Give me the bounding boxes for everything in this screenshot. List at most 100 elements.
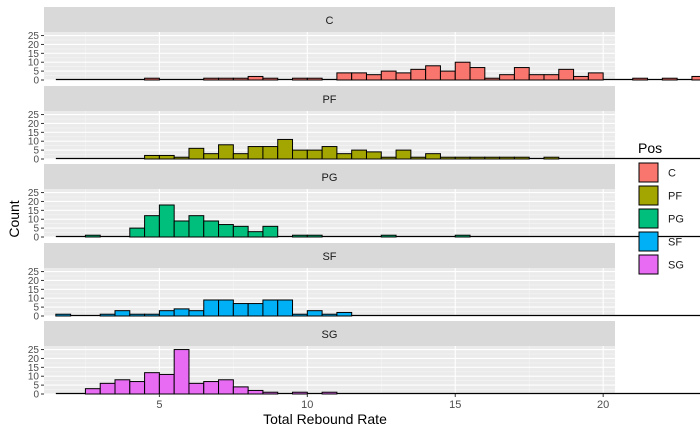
strip-label: C (326, 15, 334, 27)
histogram-bar (203, 220, 220, 238)
histogram-bar (380, 234, 397, 238)
histogram-bar (144, 215, 160, 238)
strip (44, 86, 615, 111)
histogram-bar (262, 391, 279, 395)
histogram-bar (188, 310, 205, 317)
legend-key-sg (638, 254, 659, 275)
histogram-bar (543, 74, 560, 81)
histogram-bar (292, 149, 308, 160)
histogram-bar (351, 149, 367, 160)
histogram-bar (114, 310, 131, 317)
histogram-bar (203, 77, 220, 81)
y-tick-label: 25 (28, 31, 40, 42)
histogram-bar (188, 215, 205, 238)
panels: C0510152025PF0510152025PG0510152025SF051… (28, 7, 700, 401)
strip-label: PF (322, 94, 336, 106)
histogram-bar (410, 156, 427, 160)
histogram-bar (365, 151, 382, 160)
histogram-bar (218, 224, 234, 238)
histogram-bar (454, 156, 471, 160)
y-tick-label: 15 (28, 128, 40, 139)
histogram-bar (203, 153, 220, 160)
y-tick-label: 15 (28, 363, 40, 374)
histogram-bar (336, 153, 353, 160)
histogram-bar (99, 382, 116, 395)
y-tick-label: 20 (28, 354, 40, 365)
histogram-bar (380, 156, 397, 160)
legend-label-sf: SF (668, 237, 682, 249)
strip-label: SF (322, 251, 336, 263)
histogram-bar (292, 313, 308, 317)
x-axis-title: Total Rebound Rate (263, 411, 387, 427)
histogram-bar (395, 72, 412, 81)
histogram-bar (114, 379, 131, 395)
y-tick-label: 5 (33, 381, 39, 392)
histogram-bar (84, 234, 101, 238)
histogram-bar (144, 372, 160, 395)
histogram-bar (232, 77, 249, 81)
histogram-bar (499, 156, 515, 160)
histogram-bar (425, 65, 441, 81)
histogram-bar (188, 147, 205, 160)
histogram-bar (336, 72, 353, 81)
y-tick-label: 15 (28, 285, 40, 296)
histogram-bar (573, 75, 589, 81)
legend-key-pf (638, 185, 659, 206)
x-axis: 5 10 15 20 (156, 394, 609, 411)
x-tick-label: 10 (301, 399, 313, 411)
histogram-bar (173, 220, 190, 238)
y-tick-label: 15 (28, 49, 40, 60)
histogram-bar (144, 154, 160, 160)
histogram-bar (232, 303, 249, 317)
histogram-bar (439, 156, 456, 160)
y-tick-label: 20 (28, 119, 40, 130)
histogram-bar (292, 391, 308, 395)
histogram-bar (262, 146, 279, 160)
histogram-bar (543, 156, 560, 160)
histogram-bar (188, 382, 205, 395)
histogram-bar (218, 299, 234, 317)
histogram-bar (321, 146, 338, 160)
histogram-bar (55, 313, 72, 317)
y-tick-label: 0 (33, 390, 39, 401)
y-tick-label: 5 (33, 303, 39, 314)
histogram-bar (158, 373, 175, 395)
histogram-bar (218, 379, 234, 395)
histogram-bar (558, 68, 575, 81)
histogram-bar (232, 386, 249, 395)
y-tick-label: 5 (33, 67, 39, 78)
histogram-bar (306, 310, 323, 317)
y-tick-label: 25 (28, 110, 40, 121)
histogram-bar (380, 70, 397, 81)
histogram-bar (469, 67, 486, 81)
histogram-bar (218, 77, 234, 81)
y-tick-label: 20 (28, 197, 40, 208)
histogram-bar (439, 70, 456, 81)
y-tick-label: 10 (28, 137, 40, 148)
histogram-bar (469, 156, 486, 160)
y-tick-label: 25 (28, 267, 40, 278)
legend: Pos C PF PG SF SG (638, 140, 684, 275)
y-tick-label: 25 (28, 188, 40, 199)
strip (44, 321, 615, 346)
histogram-bar (247, 303, 264, 317)
histogram-bar (203, 381, 220, 395)
y-tick-label: 10 (28, 215, 40, 226)
histogram-bar (454, 234, 471, 238)
y-axis-title: Count (6, 200, 22, 237)
y-tick-label: 5 (33, 146, 39, 157)
histogram-bar (158, 310, 175, 317)
y-tick-label: 0 (33, 233, 39, 244)
legend-items: C PF PG SF SG (638, 162, 684, 275)
histogram-bar (129, 227, 146, 238)
histogram-bar (499, 74, 515, 81)
legend-key-c (638, 162, 659, 183)
histogram-bar (587, 72, 604, 81)
x-tick-label: 20 (597, 399, 609, 411)
strip-label: PG (322, 172, 338, 184)
histogram-bar (247, 146, 264, 160)
histogram-bar (277, 299, 294, 317)
